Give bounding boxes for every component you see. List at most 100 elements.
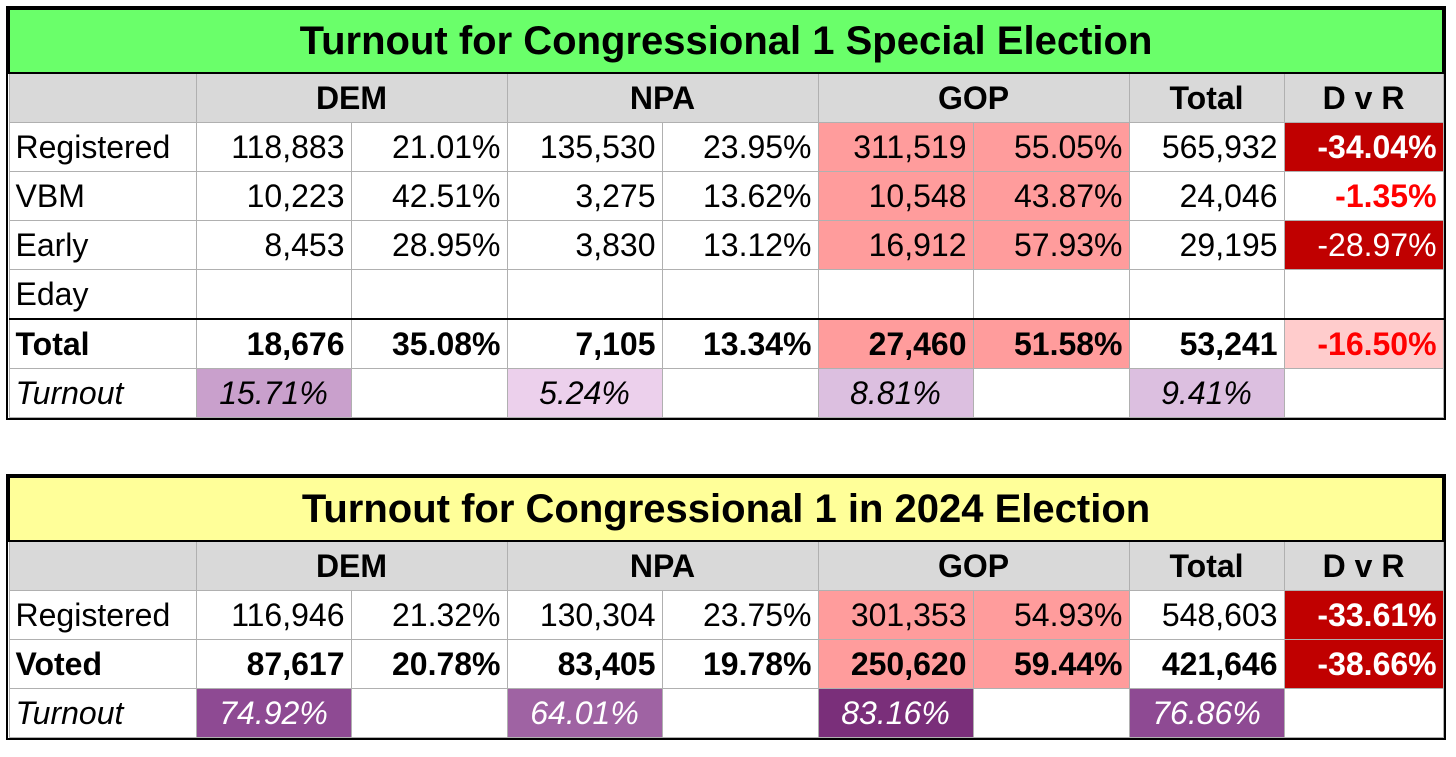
row-label: Total	[8, 318, 197, 369]
row-label: VBM	[8, 171, 197, 221]
gop-pct: 54.93%	[972, 590, 1130, 640]
npa-pct: 13.12%	[661, 220, 819, 270]
dvr-value: -1.35%	[1283, 171, 1444, 221]
empty-cell	[1283, 688, 1444, 738]
total-count: 29,195	[1128, 220, 1285, 270]
npa-pct: 23.75%	[661, 590, 819, 640]
dem-count: 18,676	[195, 318, 352, 369]
npa-count: 135,530	[506, 122, 663, 172]
npa-turnout: 64.01%	[506, 688, 663, 738]
gop-turnout: 83.16%	[817, 688, 974, 738]
dem-pct: 21.32%	[350, 590, 508, 640]
npa-count: 3,275	[506, 171, 663, 221]
empty-cell	[972, 688, 1130, 738]
table-row: Registered 116,946 21.32% 130,304 23.75%…	[8, 590, 1444, 640]
total-count: 565,932	[1128, 122, 1285, 172]
gop-pct	[972, 269, 1130, 320]
header-gop: GOP	[817, 72, 1130, 123]
empty-cell	[350, 688, 508, 738]
npa-count: 130,304	[506, 590, 663, 640]
header-blank	[8, 72, 197, 123]
npa-count: 83,405	[506, 639, 663, 689]
npa-pct	[661, 269, 819, 320]
gop-count: 301,353	[817, 590, 974, 640]
dem-pct: 20.78%	[350, 639, 508, 689]
total-count	[1128, 269, 1285, 320]
row-label: Turnout	[8, 368, 197, 418]
dem-count: 116,946	[195, 590, 352, 640]
table-row-turnout: Turnout 74.92% 64.01% 83.16% 76.86%	[8, 688, 1444, 738]
empty-cell	[1283, 368, 1444, 418]
header-total: Total	[1128, 540, 1285, 591]
gop-count: 27,460	[817, 318, 974, 369]
total-count: 421,646	[1128, 639, 1285, 689]
header-dem: DEM	[195, 540, 508, 591]
empty-cell	[972, 368, 1130, 418]
gop-pct: 57.93%	[972, 220, 1130, 270]
gop-pct: 55.05%	[972, 122, 1130, 172]
gop-count	[817, 269, 974, 320]
gop-count: 250,620	[817, 639, 974, 689]
table-row: Eday	[8, 269, 1444, 320]
dvr-value: -34.04%	[1283, 122, 1444, 172]
special-election-table: Turnout for Congressional 1 Special Elec…	[5, 6, 1447, 420]
table-row: Voted 87,617 20.78% 83,405 19.78% 250,62…	[8, 639, 1444, 689]
npa-count: 7,105	[506, 318, 663, 369]
total-count: 24,046	[1128, 171, 1285, 221]
header-total: Total	[1128, 72, 1285, 123]
dem-pct: 28.95%	[350, 220, 508, 270]
header-gop: GOP	[817, 540, 1130, 591]
dvr-value: -16.50%	[1283, 318, 1444, 369]
table-title: Turnout for Congressional 1 in 2024 Elec…	[7, 476, 1445, 542]
row-label: Eday	[8, 269, 197, 320]
total-count: 53,241	[1128, 318, 1285, 369]
dem-count: 10,223	[195, 171, 352, 221]
dem-count: 118,883	[195, 122, 352, 172]
dem-count	[195, 269, 352, 320]
npa-pct: 19.78%	[661, 639, 819, 689]
header-dvr: D v R	[1283, 540, 1444, 591]
dem-turnout: 15.71%	[195, 368, 352, 418]
row-label: Voted	[8, 639, 197, 689]
row-label: Early	[8, 220, 197, 270]
gop-pct: 51.58%	[972, 318, 1130, 369]
header-blank	[8, 540, 197, 591]
empty-cell	[661, 688, 819, 738]
table-row: VBM 10,223 42.51% 3,275 13.62% 10,548 43…	[8, 171, 1444, 221]
gop-count: 16,912	[817, 220, 974, 270]
table-title: Turnout for Congressional 1 Special Elec…	[7, 8, 1445, 74]
table-row-turnout: Turnout 15.71% 5.24% 8.81% 9.41%	[8, 368, 1444, 418]
dem-pct: 35.08%	[350, 318, 508, 369]
gop-count: 10,548	[817, 171, 974, 221]
npa-turnout: 5.24%	[506, 368, 663, 418]
row-label: Registered	[8, 122, 197, 172]
table-row: Registered 118,883 21.01% 135,530 23.95%…	[8, 122, 1444, 172]
dem-count: 87,617	[195, 639, 352, 689]
header-npa: NPA	[506, 540, 819, 591]
dem-pct	[350, 269, 508, 320]
total-turnout: 76.86%	[1128, 688, 1285, 738]
total-turnout: 9.41%	[1128, 368, 1285, 418]
npa-pct: 13.34%	[661, 318, 819, 369]
header-npa: NPA	[506, 72, 819, 123]
npa-count	[506, 269, 663, 320]
gop-turnout: 8.81%	[817, 368, 974, 418]
dem-turnout: 74.92%	[195, 688, 352, 738]
total-count: 548,603	[1128, 590, 1285, 640]
npa-pct: 23.95%	[661, 122, 819, 172]
header-dem: DEM	[195, 72, 508, 123]
row-label: Turnout	[8, 688, 197, 738]
npa-count: 3,830	[506, 220, 663, 270]
table-row: Early 8,453 28.95% 3,830 13.12% 16,912 5…	[8, 220, 1444, 270]
dem-pct: 21.01%	[350, 122, 508, 172]
row-label: Registered	[8, 590, 197, 640]
dvr-value: -38.66%	[1283, 639, 1444, 689]
gop-count: 311,519	[817, 122, 974, 172]
empty-cell	[661, 368, 819, 418]
dem-count: 8,453	[195, 220, 352, 270]
npa-pct: 13.62%	[661, 171, 819, 221]
empty-cell	[350, 368, 508, 418]
dvr-value: -28.97%	[1283, 220, 1444, 270]
gop-pct: 43.87%	[972, 171, 1130, 221]
2024-election-table: Turnout for Congressional 1 in 2024 Elec…	[5, 474, 1447, 740]
